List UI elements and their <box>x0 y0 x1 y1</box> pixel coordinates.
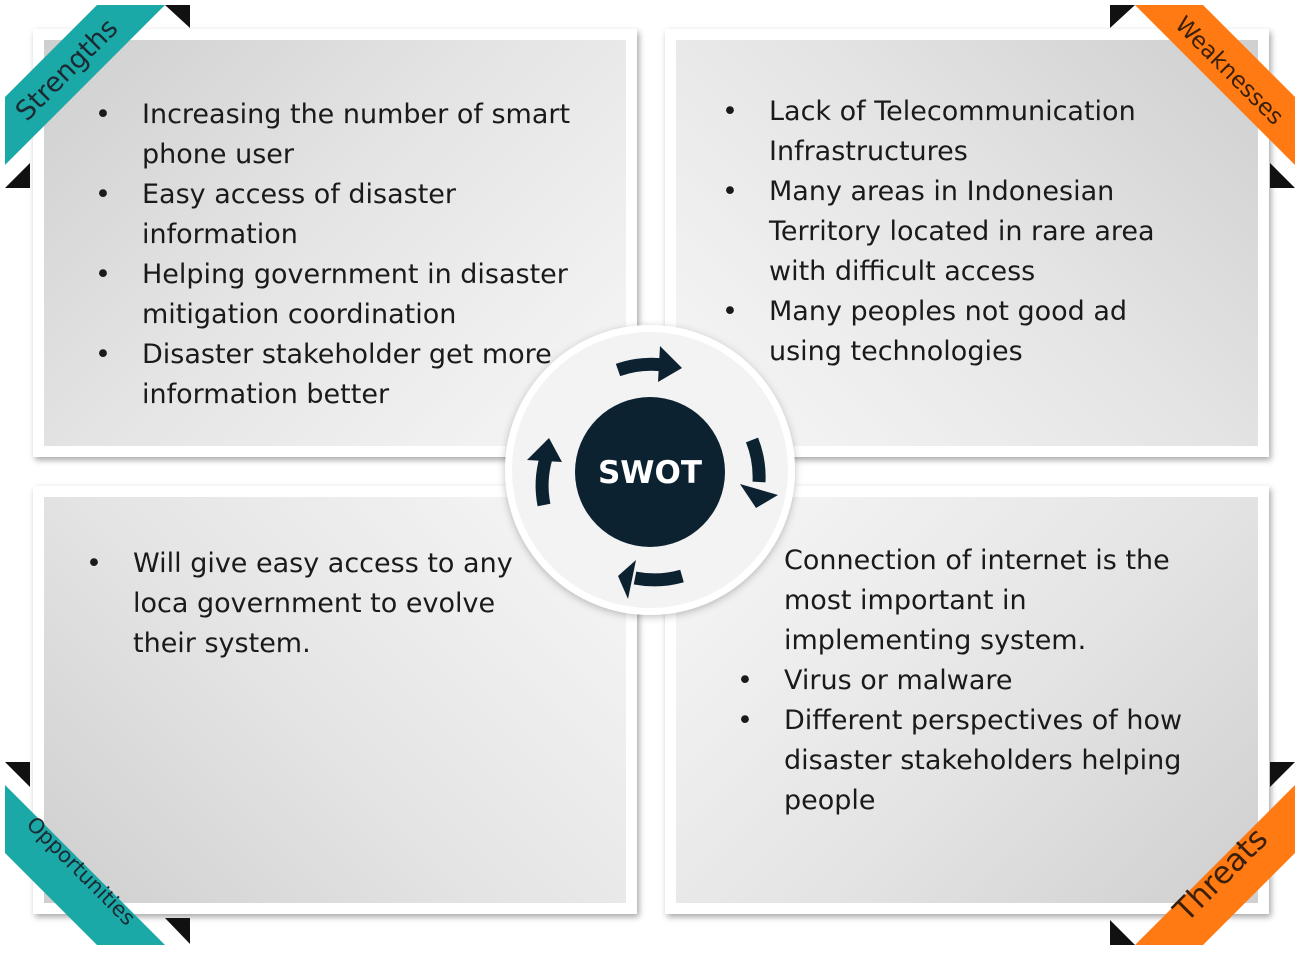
opportunities-ribbon <box>5 785 165 945</box>
weaknesses-ribbon-fold-b <box>1270 163 1295 188</box>
strengths-ribbon-fold-a <box>5 163 30 188</box>
opportunities-ribbon-fold-b <box>165 918 190 944</box>
opportunities-list: Will give easy access to any loca govern… <box>86 544 556 664</box>
weaknesses-list: Lack of Telecommunication Infrastructure… <box>722 92 1192 372</box>
cycle-arrow-bottom <box>633 569 684 587</box>
weaknesses-item: Many peoples not good ad using technolog… <box>722 292 1192 372</box>
strengths-ribbon <box>5 5 165 165</box>
strengths-item: Helping government in disaster mitigatio… <box>95 255 575 335</box>
threats-ribbon <box>1135 785 1295 945</box>
strengths-item: Disaster stakeholder get more informatio… <box>95 335 575 415</box>
opportunities-item: Will give easy access to any loca govern… <box>86 544 556 664</box>
threats-item: Different perspectives of how disaster s… <box>737 701 1217 821</box>
cycle-arrow-bottom-head <box>618 560 636 599</box>
center-circle <box>575 397 725 547</box>
weaknesses-ribbon-fold-a <box>1110 5 1135 28</box>
threats-item: Connection of internet is the most impor… <box>737 541 1217 661</box>
cycle-arrow-top <box>615 357 665 377</box>
opportunities-ribbon-fold-a <box>5 762 30 787</box>
cycle-arrow-right <box>745 437 766 483</box>
strengths-ribbon-fold-b <box>165 5 190 28</box>
cycle-arrow-left-head <box>527 438 562 462</box>
cycle-arrow-right-head <box>740 484 778 508</box>
threats-item: Virus or malware <box>737 661 1217 701</box>
threats-list: Connection of internet is the most impor… <box>737 541 1217 821</box>
strengths-item: Increasing the number of smart phone use… <box>95 95 575 175</box>
center-label: SWOT <box>598 455 702 491</box>
cycle-arrows <box>527 346 778 599</box>
cycle-arrow-top-head <box>658 346 682 382</box>
weaknesses-item: Lack of Telecommunication Infrastructure… <box>722 92 1192 172</box>
strengths-label: Strengths <box>10 13 124 127</box>
strengths-item: Easy access of disaster information <box>95 175 575 255</box>
threats-ribbon-fold-a <box>1270 762 1295 787</box>
strengths-list: Increasing the number of smart phone use… <box>95 95 575 415</box>
cycle-arrow-left <box>535 456 553 507</box>
weaknesses-label: Weaknesses <box>1170 12 1289 131</box>
threats-ribbon-fold-b <box>1110 920 1135 945</box>
weaknesses-item: Many areas in Indonesian Territory locat… <box>722 172 1192 292</box>
weaknesses-ribbon <box>1135 5 1295 165</box>
